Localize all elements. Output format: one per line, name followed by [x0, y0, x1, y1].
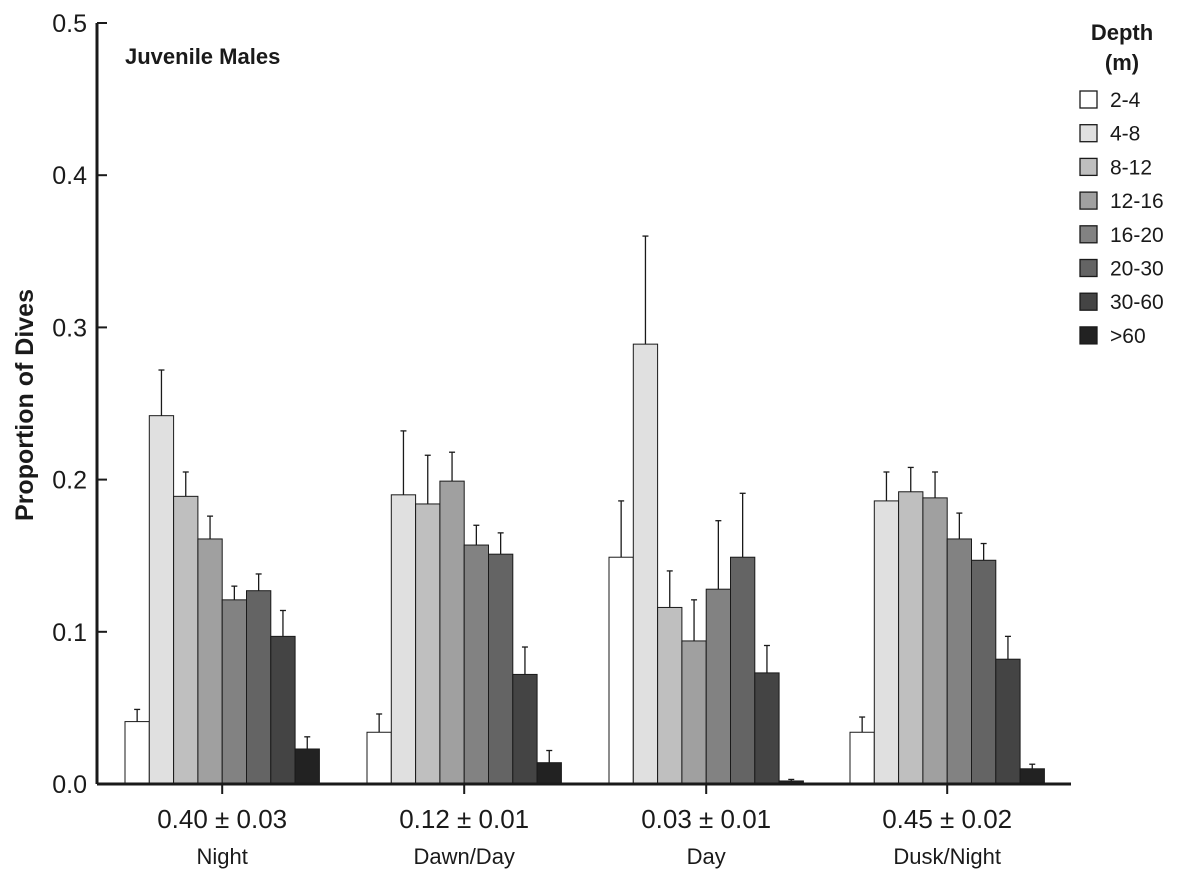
x-category-value: 0.45 ± 0.02: [882, 804, 1012, 834]
bar: [657, 606, 683, 785]
bar: [148, 415, 175, 785]
bar: [608, 556, 634, 785]
y-tick-label: 0.1: [52, 619, 87, 647]
x-tick-label: Night: [197, 844, 248, 869]
y-tick-label: 0.4: [52, 162, 87, 190]
bar: [922, 497, 948, 785]
bar: [463, 544, 490, 785]
bar: [221, 599, 247, 785]
legend-label: 4-8: [1110, 123, 1140, 146]
bar: [1019, 768, 1045, 785]
bar: [512, 673, 538, 785]
legend-swatch: [1079, 124, 1098, 143]
bar: [754, 672, 780, 785]
x-tick-label: Dusk/Night: [893, 844, 1001, 869]
bar: [995, 658, 1021, 785]
x-category-value: 0.03 ± 0.01: [641, 804, 771, 834]
legend-swatch: [1079, 90, 1098, 109]
legend-swatch: [1079, 191, 1098, 210]
legend-label: 16-20: [1110, 224, 1164, 247]
legend-label: 20-30: [1110, 258, 1164, 281]
legend-label: 8-12: [1110, 156, 1152, 179]
x-category-value: 0.40 ± 0.03: [157, 804, 287, 834]
legend-swatch: [1079, 326, 1098, 345]
bar: [873, 500, 900, 785]
legend-swatch: [1079, 157, 1098, 177]
x-category-value: 0.12 ± 0.01: [399, 804, 529, 834]
bar: [730, 556, 756, 785]
bar: [246, 590, 272, 785]
legend-title: (m): [1105, 50, 1139, 75]
bar: [173, 495, 199, 785]
legend-label: >60: [1110, 325, 1146, 348]
bar-group: [366, 430, 562, 785]
legend-swatch: [1079, 292, 1098, 311]
bar: [849, 731, 875, 785]
bar-group: [849, 466, 1045, 785]
legend-label: 12-16: [1110, 190, 1164, 213]
x-tick-label: Day: [687, 844, 726, 869]
legend-swatch: [1079, 225, 1098, 244]
legend-swatch: [1079, 258, 1098, 278]
bar: [294, 748, 320, 785]
x-tick-label: Dawn/Day: [413, 844, 514, 869]
bar: [681, 640, 707, 785]
y-axis: 0.0 0.1 0.2 0.3 0.4 0.5: [52, 10, 107, 799]
y-tick-label: 0.2: [52, 467, 87, 495]
bar: [488, 553, 514, 785]
x-axis: 0.40 ± 0.03 Night 0.12 ± 0.01 Dawn/Day 0.03 …: [97, 782, 1071, 869]
bar: [124, 721, 150, 785]
y-tick-label: 0.5: [52, 10, 87, 38]
y-axis-label: Proportion of Dives: [11, 289, 39, 521]
chart-title: Juvenile Males: [125, 44, 280, 69]
bar: [415, 503, 441, 785]
y-tick-label: 0.3: [52, 314, 87, 342]
legend-label: 2-4: [1110, 89, 1141, 112]
bar: [898, 491, 924, 785]
bar: [536, 762, 562, 785]
bar-group: [124, 369, 320, 785]
legend-title: Depth: [1091, 20, 1153, 45]
bar: [946, 538, 973, 785]
legend: Depth (m) 2-4 4-8 8-12 12-16 16-20 20-30 30-60 >6…: [1079, 20, 1164, 348]
bar: [390, 494, 417, 785]
bar: [971, 559, 997, 785]
bar-group: [608, 235, 804, 785]
bar: [632, 343, 659, 785]
bar: [439, 480, 465, 785]
legend-label: 30-60: [1110, 291, 1164, 314]
bar: [270, 635, 296, 785]
bar: [705, 588, 732, 785]
bars-layer: [124, 235, 1045, 785]
bar: [366, 731, 392, 785]
bar: [197, 538, 223, 785]
y-tick-label: 0.0: [52, 771, 87, 799]
